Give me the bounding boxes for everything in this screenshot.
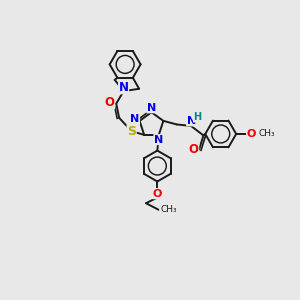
Text: N: N: [187, 116, 196, 126]
Text: N: N: [154, 135, 163, 145]
Text: N: N: [147, 103, 156, 113]
Text: CH₃: CH₃: [259, 130, 275, 139]
Text: O: O: [189, 143, 199, 156]
Text: N: N: [118, 81, 129, 94]
Text: O: O: [105, 96, 115, 109]
Text: S: S: [127, 125, 136, 138]
Text: N: N: [130, 114, 140, 124]
Text: O: O: [153, 189, 162, 199]
Text: H: H: [194, 112, 202, 122]
Text: O: O: [247, 129, 256, 139]
Text: CH₃: CH₃: [160, 205, 177, 214]
